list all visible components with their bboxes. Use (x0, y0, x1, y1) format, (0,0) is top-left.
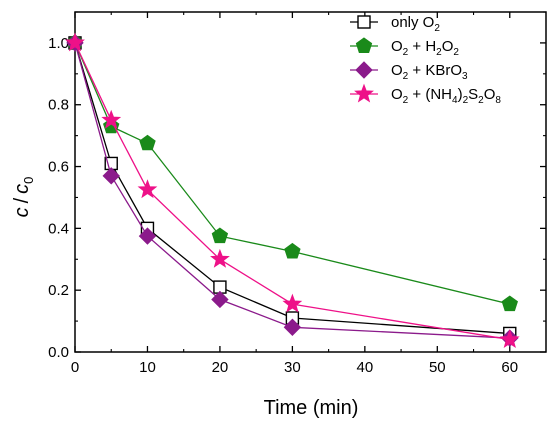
legend-label: O2 + (NH4)2S2O8 (391, 86, 501, 106)
x-tick-label: 40 (357, 359, 374, 376)
series-line (74, 42, 510, 305)
legend-entry: only O2 (350, 14, 440, 34)
y-label-c: c (11, 207, 33, 217)
y-axis-label: c/c0 (11, 177, 36, 218)
data-point (65, 32, 85, 52)
legend-label: O2 + H2O2 (391, 38, 459, 58)
x-axis-label: Time (min) (264, 397, 359, 419)
legend-entry: O2 + KBrO3 (350, 61, 468, 82)
series-line (74, 42, 510, 339)
y-label-c0: c (11, 184, 33, 194)
series-line (74, 42, 510, 341)
data-point (139, 134, 156, 151)
data-point (501, 295, 518, 312)
x-tick-label: 10 (139, 359, 156, 376)
legend-marker (355, 37, 373, 53)
plot-frame (74, 11, 547, 353)
legend: only O2 O2 + H2O2 O2 + KBrO3 O2 + (NH4)2S2O… (350, 14, 501, 106)
chart-axes: 0 10 20 30 40 50 60 0.0 0.2 0.4 0.6 0.8 1.0 (48, 11, 547, 376)
series-3 (65, 32, 520, 349)
legend-marker (354, 83, 374, 103)
x-tick-label: 0 (71, 359, 79, 376)
data-point (282, 293, 303, 313)
x-tick-label: 50 (429, 359, 446, 376)
series-line (74, 42, 510, 335)
data-point (284, 242, 301, 259)
y-tick-label: 0.8 (48, 97, 69, 114)
data-point (101, 109, 122, 129)
legend-label: only O2 (391, 14, 440, 34)
legend-marker (355, 61, 373, 79)
data-point (137, 179, 158, 199)
y-tick-label: 0.0 (48, 344, 69, 361)
data-point (138, 227, 157, 245)
y-tick-label: 0.6 (48, 159, 69, 176)
legend-label: O2 + KBrO3 (391, 62, 468, 82)
y-label-c0-subscript: 0 (21, 177, 36, 184)
y-tick-label: 0.4 (48, 220, 69, 237)
series-layer (65, 32, 520, 349)
y-tick-label: 0.2 (48, 282, 69, 299)
x-tick-label: 60 (501, 359, 518, 376)
legend-entry: O2 + (NH4)2S2O8 (350, 83, 501, 106)
data-point (210, 248, 230, 268)
data-point (283, 318, 302, 336)
x-tick-label: 20 (212, 359, 229, 376)
x-tick-label: 30 (284, 359, 301, 376)
data-point (499, 329, 520, 349)
data-point (102, 167, 120, 185)
legend-marker (357, 15, 371, 29)
y-label-slash: / (11, 197, 33, 203)
data-point (211, 227, 229, 244)
legend-entry: O2 + H2O2 (350, 37, 459, 58)
y-tick-label: 1.0 (48, 35, 69, 52)
data-point (211, 290, 229, 309)
